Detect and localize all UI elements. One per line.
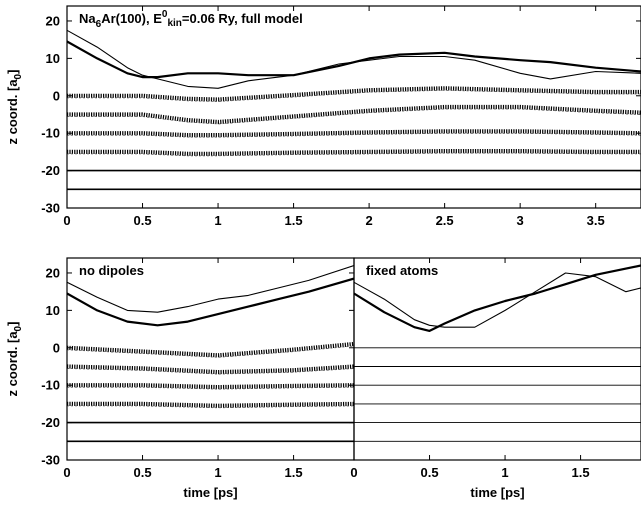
series-band-line (67, 104, 641, 125)
y-tick-label: -20 (41, 163, 60, 178)
series-band-line (67, 108, 641, 125)
x-tick-label: 3 (517, 213, 524, 228)
x-tick-label: 2 (365, 213, 372, 228)
plot-frame (353, 257, 641, 461)
x-tick-label: 2.5 (436, 213, 454, 228)
series-band-line (67, 341, 354, 358)
series-band-line (67, 149, 641, 156)
series-band-line (67, 152, 641, 157)
y-tick-label: 0 (53, 88, 60, 103)
x-tick-label: 3.5 (587, 213, 605, 228)
y-axis-label: z coord. [a0] (5, 322, 24, 397)
x-tick-label: 0 (63, 213, 70, 228)
y-tick-label: 20 (46, 265, 60, 280)
panel-bottom-right: 0 0.5 1 1.5 fixed atoms time [ps] (350, 257, 641, 500)
y-tick-label: 10 (46, 51, 60, 66)
series-line-thin (67, 264, 354, 313)
series-band-line (67, 129, 641, 138)
series-band-line (67, 405, 354, 409)
series-band-line (67, 364, 354, 375)
plot-frame (66, 257, 355, 461)
x-tick-label: 0.5 (133, 213, 151, 228)
series-band-line (67, 132, 641, 138)
y-tick-label: -10 (41, 126, 60, 141)
y-tick-label: 20 (46, 13, 60, 28)
x-tick-label: 1.5 (572, 465, 590, 480)
series-band-line (67, 345, 354, 358)
series-band-line (67, 386, 354, 390)
y-axis-label: z coord. [a0] (5, 70, 24, 145)
panel-bottom-left: -30 -20 -10 0 10 20 0 0.5 1 1.5 no dipoles z coord.… (5, 257, 355, 500)
y-tick-label: -30 (41, 453, 60, 468)
x-axis-label: time [ps] (183, 485, 237, 500)
y-tick-label: 0 (53, 340, 60, 355)
x-axis-label: time [ps] (470, 485, 524, 500)
series-band-line (67, 368, 354, 375)
y-tick-label: -20 (41, 415, 60, 430)
panel-title: fixed atoms (366, 263, 438, 278)
data-series (354, 264, 641, 442)
series-band-line (67, 86, 641, 102)
series-band-line (67, 383, 354, 390)
plot-frame (66, 5, 641, 209)
series-line-thin (67, 29, 641, 89)
data-series (67, 264, 354, 443)
series-line-thick (67, 277, 354, 327)
x-tick-label: 0.5 (420, 465, 438, 480)
x-tick-label: 0 (63, 465, 70, 480)
x-tick-label: 1 (214, 213, 221, 228)
y-tick-label: -10 (41, 378, 60, 393)
x-tick-label: 1.5 (285, 213, 303, 228)
panel-title: Na6Ar(100), E0kin=0.06 Ry, full model (79, 9, 303, 30)
x-tick-label: 0.5 (133, 465, 151, 480)
series-band-line (67, 89, 641, 102)
y-tick-label: -30 (41, 201, 60, 216)
y-tick-label: 10 (46, 303, 60, 318)
data-series (67, 29, 641, 191)
x-tick-label: 1 (501, 465, 508, 480)
panel-top: -30 -20 -10 0 10 20 0 0.5 1 1.5 2 2.5 3 3.5 Na6Ar(100)… (5, 5, 641, 228)
x-tick-label: 1.5 (285, 465, 303, 480)
series-band-line (67, 401, 354, 408)
series-line-thin (354, 272, 641, 328)
x-tick-label: 1 (214, 465, 221, 480)
x-tick-label: 0 (350, 465, 357, 480)
panel-title: no dipoles (79, 263, 144, 278)
series-line-thick (354, 264, 641, 332)
series-line-thick (67, 40, 641, 79)
